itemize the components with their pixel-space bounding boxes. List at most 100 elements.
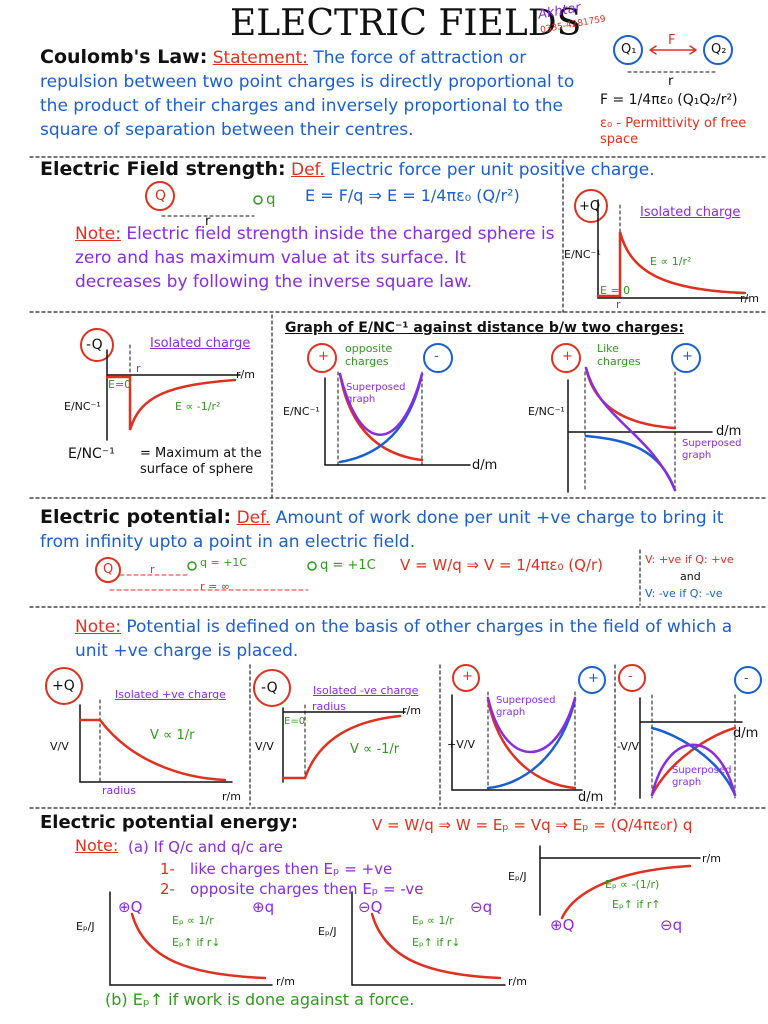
note-label: Note: xyxy=(75,224,121,244)
charge-label: Q₂ xyxy=(711,42,727,57)
superposed-curve xyxy=(338,372,424,436)
statement: The force of attraction or repulsion bet… xyxy=(40,48,575,140)
test-charge-label: ⊖q xyxy=(660,916,683,934)
label: Def. xyxy=(290,160,325,180)
heading: Electric potential: xyxy=(40,506,232,528)
section-title: Graph of E/NC⁻¹ against distance b/w two… xyxy=(285,320,684,336)
charge-circle xyxy=(80,328,114,362)
charge-label: Q₁ xyxy=(621,42,637,57)
axes xyxy=(79,704,233,783)
relation: Eₚ ∝ 1/r xyxy=(412,914,454,927)
x-axis-label: d/m xyxy=(578,790,604,805)
distance-label: r xyxy=(150,563,155,576)
sign-positive: V: +ve if Q: +ve xyxy=(645,553,734,566)
axes xyxy=(282,707,406,783)
inside-label: E = 0 xyxy=(600,284,631,297)
potential-paragraph: Electric potential: Def. Amount of work … xyxy=(40,505,760,554)
note: Potential is defined on the basis of oth… xyxy=(75,617,733,661)
x-axis-label: r/m xyxy=(740,292,759,305)
relation: E ∝ -1/r² xyxy=(175,400,221,413)
charge-lines xyxy=(337,371,423,466)
formula: F = 1/4πε₀ (Q₁Q₂/r²) xyxy=(600,92,738,108)
charge-label: +Q xyxy=(52,678,75,694)
y-axis-label: V/V xyxy=(50,740,69,753)
energy-curve xyxy=(130,912,267,980)
charge-sign: + xyxy=(318,349,329,364)
charge-sign: + xyxy=(562,349,573,364)
charge-sign: - xyxy=(744,671,749,686)
case-number: 1- xyxy=(160,860,175,878)
relation: Eₚ ∝ -(1/r) xyxy=(605,878,660,891)
note: Electric field strength inside the charg… xyxy=(75,224,555,292)
axes xyxy=(567,379,713,493)
formula: V = W/q ⇒ V = 1/4πε₀ (Q/r) xyxy=(400,556,604,574)
note-label: Note: xyxy=(75,836,119,855)
inside-label: E=0 xyxy=(284,716,306,727)
case-opposite: opposite charges then Eₚ = -ve xyxy=(190,880,424,898)
field-curve xyxy=(596,231,747,298)
caption: Like charges xyxy=(597,342,641,369)
axes xyxy=(539,845,701,916)
charge-circle xyxy=(95,557,121,583)
x-axis-label: d/m xyxy=(733,726,759,741)
graph-title: Isolated +ve charge xyxy=(115,688,226,701)
condition: (a) If Q/c and q/c are xyxy=(128,838,283,856)
sign-negative: V: -ve if Q: -ve xyxy=(645,587,723,600)
charge-sign: - xyxy=(434,349,439,364)
charge-sign: - xyxy=(628,669,633,684)
charge-circle xyxy=(423,343,453,373)
permittivity: ε₀ - Permittivity of free space xyxy=(600,116,747,147)
y-axis-label: E/NC⁻¹ xyxy=(64,400,101,413)
x-axis-label: d/m xyxy=(716,424,742,439)
note-label: Note: xyxy=(75,617,121,637)
formula: E = F/q ⇒ E = 1/4πε₀ (Q/r²) xyxy=(305,186,520,205)
trend: Eₚ↑ if r↓ xyxy=(412,936,461,949)
case-like: like charges then Eₚ = +ve xyxy=(190,860,393,878)
test-charge-label: q xyxy=(266,190,276,208)
infinity-label: r = ∞ xyxy=(200,580,230,593)
axes xyxy=(639,697,743,799)
charge-circle xyxy=(452,664,480,692)
superposed-curve xyxy=(486,696,577,754)
x-axis-label: r/m xyxy=(276,975,295,988)
test-charge-label: q = +1C xyxy=(200,556,248,569)
radius-label: r xyxy=(136,362,141,375)
y-axis-label: V/V xyxy=(255,740,274,753)
charge-label: +Q xyxy=(579,199,601,214)
y-axis-label: -V/V xyxy=(617,740,640,753)
charge-label: Q xyxy=(155,188,167,204)
charge-label: ⊕Q xyxy=(550,916,575,934)
superposed-label: Superposed graph xyxy=(346,382,406,405)
test-charge xyxy=(253,195,263,205)
label: Statement: xyxy=(212,48,308,68)
graph-title: Isolated charge xyxy=(150,336,251,351)
charge-label: ⊕Q xyxy=(118,898,143,916)
y-axis-label: E/NC⁻¹ xyxy=(283,405,320,418)
field-paragraph: Electric Field strength: Def. Electric f… xyxy=(40,157,765,182)
charge-label: Q xyxy=(103,562,114,577)
title: ELECTRIC FIELDS xyxy=(230,3,582,44)
field-curve xyxy=(584,434,677,492)
y-axis-label: +V/V xyxy=(447,738,475,751)
x-axis-label: r/m xyxy=(508,975,527,988)
axes xyxy=(597,199,749,299)
label: Def. xyxy=(236,508,271,528)
test-charge-label: ⊕q xyxy=(252,898,275,916)
separators xyxy=(29,156,768,809)
test-charge-label: ⊖q xyxy=(470,898,493,916)
radius-label: radius xyxy=(312,700,347,713)
heading: Coulomb's Law: xyxy=(40,46,208,68)
relation: E ∝ 1/r² xyxy=(650,255,692,268)
energy-curve xyxy=(370,912,502,980)
potential-curve xyxy=(650,726,737,797)
trend: Eₚ↑ if r↓ xyxy=(172,936,221,949)
coulomb-paragraph: Coulomb's Law: Statement: The force of a… xyxy=(40,45,585,142)
superposed-label: Superposed graph xyxy=(682,438,742,461)
charge-circle xyxy=(253,669,291,707)
potential-curve xyxy=(650,726,737,797)
x-axis-label: r/m xyxy=(236,368,255,381)
potential-curve xyxy=(78,718,227,782)
conclusion: (b) Eₚ↑ if work is done against a force. xyxy=(105,990,415,1009)
